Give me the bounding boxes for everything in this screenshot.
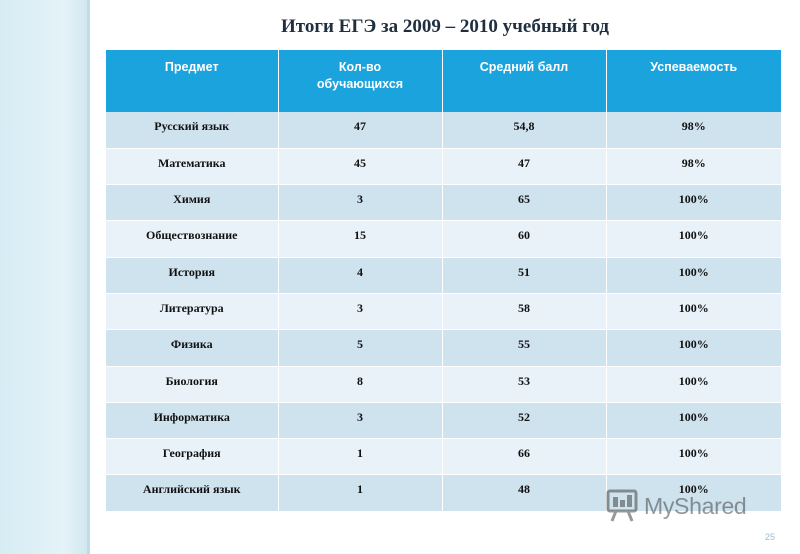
cell-subject: Математика — [106, 148, 279, 186]
cell-pass-rate: 100% — [606, 402, 781, 440]
cell-average-score: 55 — [442, 329, 607, 367]
table-row: Обществознание 15 60 100% — [106, 220, 781, 258]
cell-average-score: 52 — [442, 402, 607, 440]
cell-average-score: 58 — [442, 293, 607, 331]
cell-students: 3 — [278, 402, 443, 440]
column-header-subject: Предмет — [106, 50, 279, 112]
table-row: История 4 51 100% — [106, 257, 781, 294]
cell-pass-rate: 100% — [606, 366, 781, 403]
cell-pass-rate: 100% — [606, 220, 781, 258]
cell-students: 3 — [278, 184, 443, 222]
cell-pass-rate: 100% — [606, 293, 781, 331]
table-row: Физика 5 55 100% — [106, 329, 781, 367]
cell-average-score: 66 — [442, 438, 607, 476]
cell-average-score: 53 — [442, 366, 607, 403]
cell-average-score: 60 — [442, 220, 607, 258]
cell-average-score: 54,8 — [442, 112, 607, 149]
column-header-students-label: Кол-во обучающихся — [316, 60, 404, 91]
exam-results-table: Предмет Кол-во обучающихся Средний балл … — [106, 50, 781, 512]
cell-students: 47 — [278, 112, 443, 149]
cell-students: 4 — [278, 257, 443, 294]
cell-average-score: 47 — [442, 148, 607, 186]
cell-students: 3 — [278, 293, 443, 331]
cell-pass-rate: 100% — [606, 257, 781, 294]
table-row: Литература 3 58 100% — [106, 293, 781, 331]
watermark: MyShared — [606, 488, 747, 524]
presentation-board-icon — [606, 489, 638, 522]
cell-subject: Информатика — [106, 402, 279, 440]
cell-subject: Физика — [106, 329, 279, 367]
cell-students: 1 — [278, 438, 443, 476]
cell-students: 1 — [278, 474, 443, 512]
cell-pass-rate: 100% — [606, 184, 781, 222]
table-row: Математика 45 47 98% — [106, 148, 781, 186]
cell-pass-rate: 98% — [606, 148, 781, 186]
cell-average-score: 51 — [442, 257, 607, 294]
table-row: География 1 66 100% — [106, 438, 781, 476]
cell-students: 45 — [278, 148, 443, 186]
cell-subject: География — [106, 438, 279, 476]
cell-students: 15 — [278, 220, 443, 258]
table-row: Химия 3 65 100% — [106, 184, 781, 222]
table-row: Русский язык 47 54,8 98% — [106, 112, 781, 149]
table-header-row: Предмет Кол-во обучающихся Средний балл … — [106, 50, 781, 112]
cell-average-score: 65 — [442, 184, 607, 222]
cell-subject: Обществознание — [106, 220, 279, 258]
cell-subject: Английский язык — [106, 474, 279, 512]
column-header-average-score: Средний балл — [442, 50, 607, 112]
column-header-pass-rate: Успеваемость — [606, 50, 781, 112]
cell-subject: Русский язык — [106, 112, 279, 149]
page-number: 25 — [765, 532, 776, 542]
table-row: Информатика 3 52 100% — [106, 402, 781, 440]
cell-subject: История — [106, 257, 279, 294]
cell-pass-rate: 100% — [606, 438, 781, 476]
slide-title: Итоги ЕГЭ за 2009 – 2010 учебный год — [280, 16, 610, 37]
cell-students: 5 — [278, 329, 443, 367]
cell-pass-rate: 98% — [606, 112, 781, 149]
decorative-side-band — [0, 0, 90, 554]
table-row: Биология 8 53 100% — [106, 366, 781, 403]
cell-subject: Химия — [106, 184, 279, 222]
cell-pass-rate: 100% — [606, 329, 781, 367]
cell-average-score: 48 — [442, 474, 607, 512]
cell-subject: Литература — [106, 293, 279, 331]
cell-subject: Биология — [106, 366, 279, 403]
column-header-students: Кол-во обучающихся — [278, 50, 443, 112]
watermark-text: MyShared — [644, 492, 747, 519]
cell-students: 8 — [278, 366, 443, 403]
